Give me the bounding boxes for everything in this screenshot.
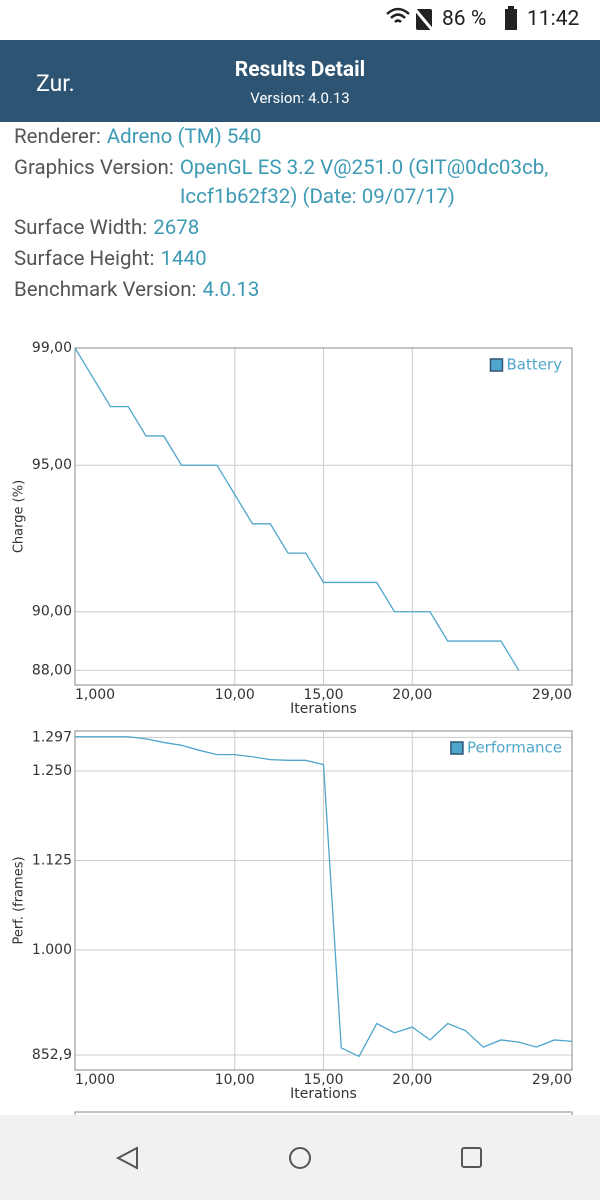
nav-icons — [115, 1146, 482, 1170]
data-line — [75, 736, 572, 1058]
x-tick-label: 29,00 — [532, 1072, 572, 1088]
recents-icon[interactable] — [461, 1147, 482, 1168]
x-tick-label: 10,00 — [215, 687, 255, 703]
x-axis-label: Iterations — [290, 701, 357, 717]
status-bar: 86 % 11:42 — [0, 0, 600, 40]
x-tick-label: 10,00 — [215, 1072, 255, 1088]
legend-swatch — [489, 358, 504, 372]
info-value: OpenGL ES 3.2 V@251.0 (GIT@0dc03cb, Iccf… — [179, 156, 549, 209]
nav-bar — [0, 1115, 600, 1200]
app-header: Zur. Results Detail Version: 4.0.13 — [0, 40, 600, 122]
info-value: 2678 — [153, 216, 200, 240]
info-row: Graphics Version: OpenGL ES 3.2 V@251.0 (… — [14, 154, 584, 212]
info-list: Renderer: Adreno (TM) 540 Graphics Version… — [14, 123, 584, 307]
plot-frame — [74, 347, 573, 686]
info-row: Surface Width: 2678 — [14, 214, 584, 243]
y-axis-label: Perf. (frames) — [12, 856, 27, 944]
next-chart-frame — [74, 1111, 573, 1115]
x-tick-label: 15,00 — [303, 687, 343, 703]
info-row: Benchmark Version: 4.0.13 — [14, 276, 584, 305]
info-label: Graphics Version: — [14, 156, 174, 180]
y-tick-label: 1.297 — [32, 729, 72, 745]
y-tick-label: 90,00 — [32, 604, 72, 620]
info-label: Surface Width: — [14, 216, 148, 240]
y-tick-label: 1.250 — [32, 763, 72, 779]
y-tick-label: 1.000 — [32, 942, 72, 958]
status-icons — [386, 7, 436, 33]
info-value: Adreno (TM) 540 — [106, 125, 262, 149]
info-value: 1440 — [160, 247, 207, 271]
info-row: Renderer: Adreno (TM) 540 — [14, 123, 584, 152]
header-subtitle: Version: 4.0.13 — [250, 89, 350, 107]
data-line — [75, 348, 520, 671]
info-label: Surface Height: — [14, 247, 155, 271]
legend-label: Performance — [467, 739, 562, 757]
y-tick-label: 1.125 — [32, 852, 72, 868]
legend-swatch — [450, 741, 464, 755]
x-tick-label: 1,000 — [75, 687, 115, 703]
y-tick-label: 99,00 — [32, 340, 72, 356]
back-button[interactable]: Zur. — [36, 70, 75, 97]
info-value: 4.0.13 — [202, 278, 260, 302]
x-tick-label: 20,00 — [392, 1072, 432, 1088]
legend-label: Battery — [506, 356, 562, 374]
y-axis-label: Charge (%) — [12, 480, 27, 553]
home-icon[interactable] — [289, 1147, 311, 1169]
info-label: Benchmark Version: — [14, 278, 197, 302]
x-tick-label: 15,00 — [303, 1072, 343, 1088]
clock: 11:42 — [527, 7, 580, 31]
info-row: Surface Height: 1440 — [14, 245, 584, 274]
header-title: Results Detail — [234, 58, 366, 82]
y-tick-label: 95,00 — [32, 457, 72, 473]
x-axis-label: Iterations — [290, 1086, 357, 1102]
y-tick-label: 852,9 — [32, 1047, 72, 1063]
x-tick-label: 29,00 — [532, 687, 572, 703]
battery-text: 86 % — [442, 7, 487, 31]
back-icon[interactable] — [115, 1146, 138, 1170]
x-tick-label: 20,00 — [392, 687, 432, 703]
plot-frame — [74, 730, 573, 1071]
battery-icon — [505, 6, 517, 30]
info-label: Renderer: — [14, 125, 101, 149]
x-tick-label: 1,000 — [75, 1072, 115, 1088]
y-tick-label: 88,00 — [32, 662, 72, 678]
